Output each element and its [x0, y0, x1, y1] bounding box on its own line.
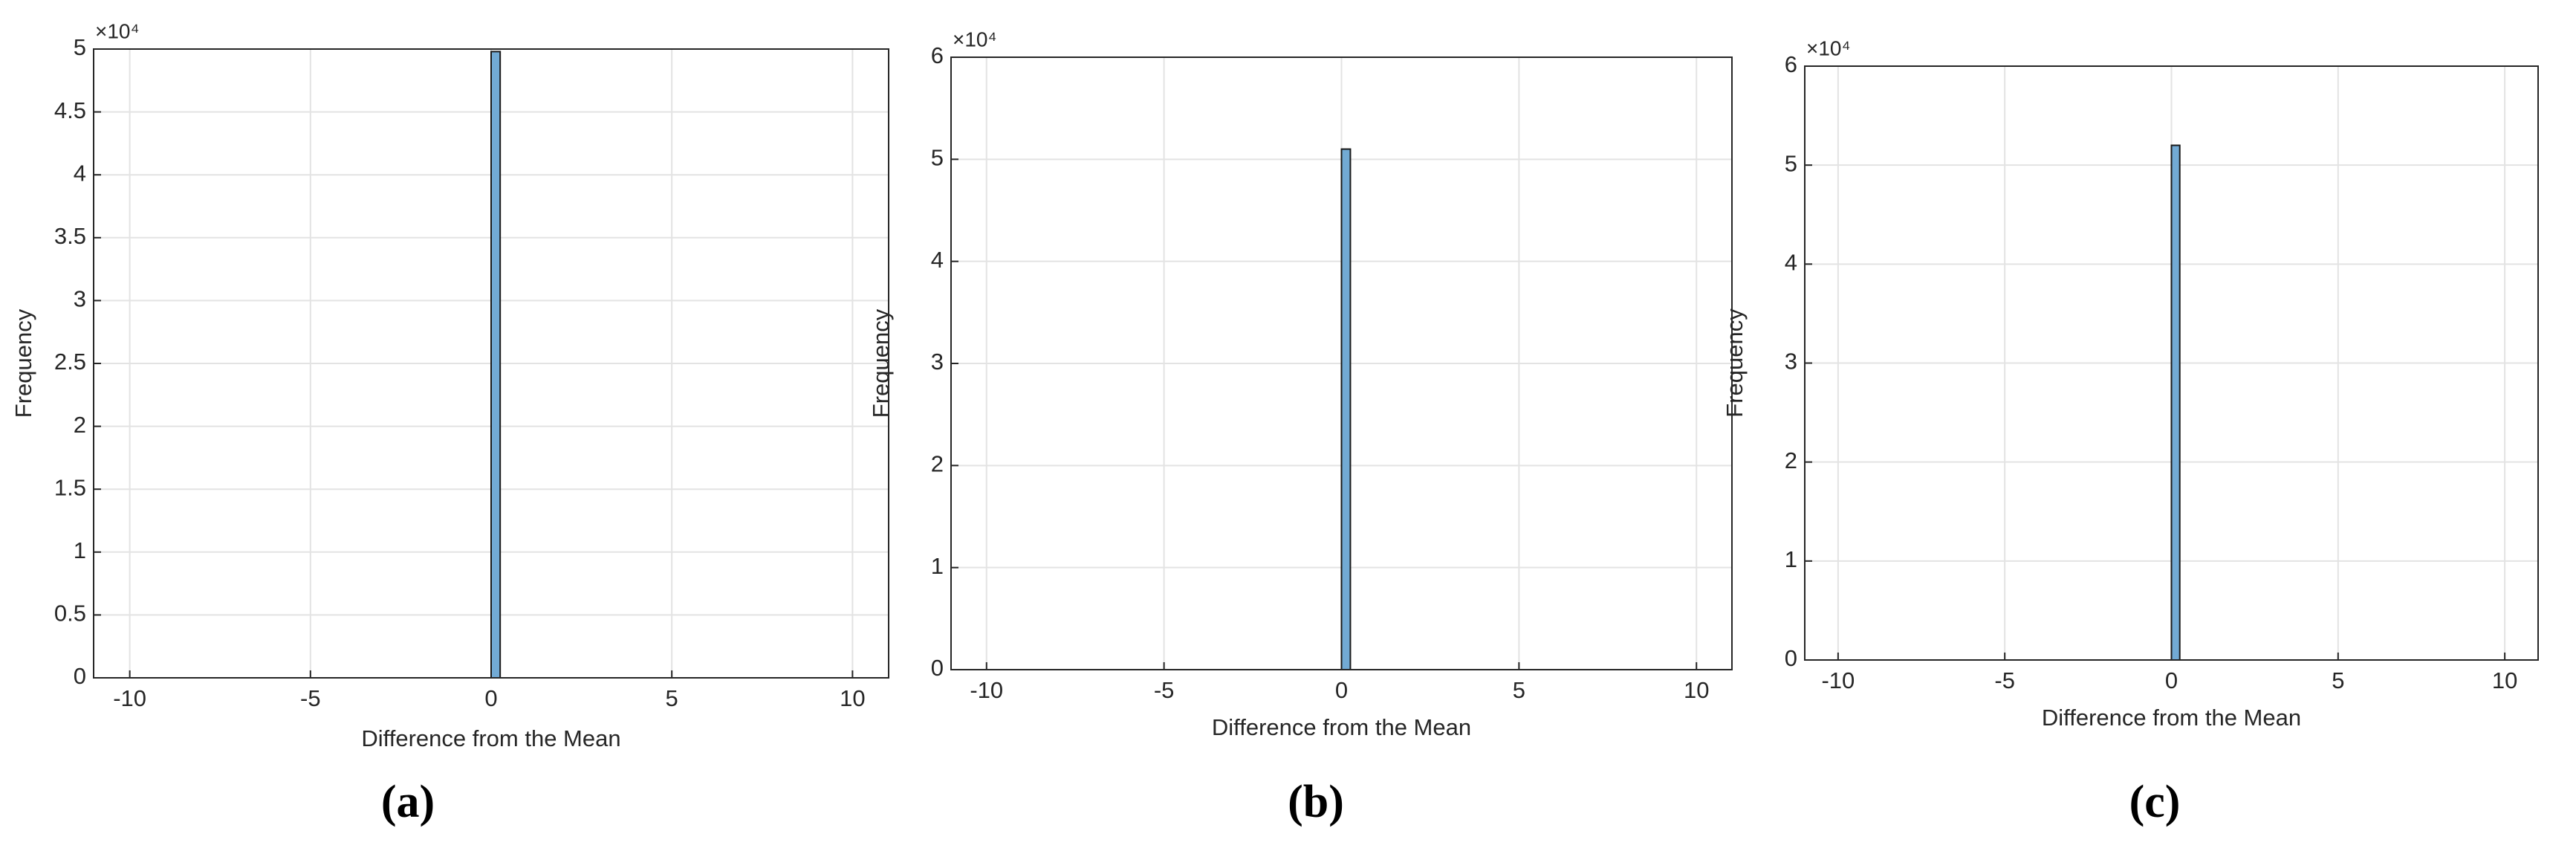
- plot-frame: [1804, 65, 2539, 661]
- x-tick-label: -5: [300, 685, 321, 711]
- y-tick-label: 1: [74, 537, 86, 563]
- x-tick-label: -10: [1821, 667, 1855, 693]
- y-tick-label: 0: [1785, 645, 1797, 671]
- y-tick-label: 3: [1785, 349, 1797, 375]
- bar: [1340, 148, 1352, 671]
- y-tick-label: 5: [931, 145, 944, 171]
- y-axis-label: Frequency: [868, 308, 894, 418]
- y-tick-label: 3.5: [54, 223, 86, 249]
- y-tick-label: 2: [74, 412, 86, 438]
- bar: [2170, 144, 2181, 661]
- plot-frame: [93, 48, 889, 679]
- y-tick-label: 0: [931, 655, 944, 681]
- x-tick-label: 0: [484, 685, 497, 711]
- y-tick-label: 4: [1785, 250, 1797, 276]
- exponent-label: ×10⁴: [95, 19, 140, 42]
- y-tick-label: 4: [931, 247, 944, 273]
- x-tick-label: 10: [840, 685, 865, 711]
- caption: (b): [1288, 777, 1344, 827]
- x-axis-label: Difference from the Mean: [1212, 714, 1471, 740]
- y-tick-label: 1.5: [54, 474, 86, 500]
- x-tick-label: 10: [2492, 667, 2517, 693]
- y-tick-label: 5: [74, 34, 86, 60]
- y-tick-label: 3: [931, 349, 944, 375]
- y-tick-label: 3: [74, 286, 86, 312]
- exponent-label: ×10⁴: [953, 27, 997, 51]
- caption: (c): [2129, 777, 2181, 827]
- y-tick-label: 2: [1785, 447, 1797, 473]
- x-tick-label: 0: [2165, 667, 2178, 693]
- x-tick-label: 10: [1684, 677, 1709, 703]
- plot-frame: [950, 56, 1733, 670]
- x-tick-label: -10: [113, 685, 146, 711]
- y-tick-label: 5: [1785, 150, 1797, 176]
- y-tick-label: 4.5: [54, 97, 86, 123]
- y-tick-label: 4: [74, 160, 86, 186]
- x-tick-label: 5: [666, 685, 678, 711]
- x-tick-label: -5: [1154, 677, 1175, 703]
- y-tick-label: 0.5: [54, 601, 86, 627]
- y-tick-label: 1: [1785, 546, 1797, 572]
- x-tick-label: -5: [1994, 667, 2015, 693]
- y-tick-label: 6: [1785, 51, 1797, 77]
- y-tick-label: 2.5: [54, 349, 86, 375]
- y-tick-label: 6: [931, 42, 944, 68]
- caption: (a): [381, 777, 435, 827]
- y-axis-label: Frequency: [10, 308, 36, 418]
- x-tick-label: 5: [2332, 667, 2344, 693]
- x-tick-label: 5: [1513, 677, 1525, 703]
- y-tick-label: 1: [931, 553, 944, 579]
- y-axis-label: Frequency: [1722, 308, 1748, 418]
- x-axis-label: Difference from the Mean: [2042, 705, 2301, 731]
- y-tick-label: 0: [74, 663, 86, 689]
- bar: [490, 51, 502, 679]
- x-tick-label: -10: [970, 677, 1003, 703]
- y-tick-label: 2: [931, 451, 944, 477]
- x-tick-label: 0: [1335, 677, 1348, 703]
- exponent-label: ×10⁴: [1806, 36, 1851, 59]
- x-axis-label: Difference from the Mean: [361, 725, 620, 751]
